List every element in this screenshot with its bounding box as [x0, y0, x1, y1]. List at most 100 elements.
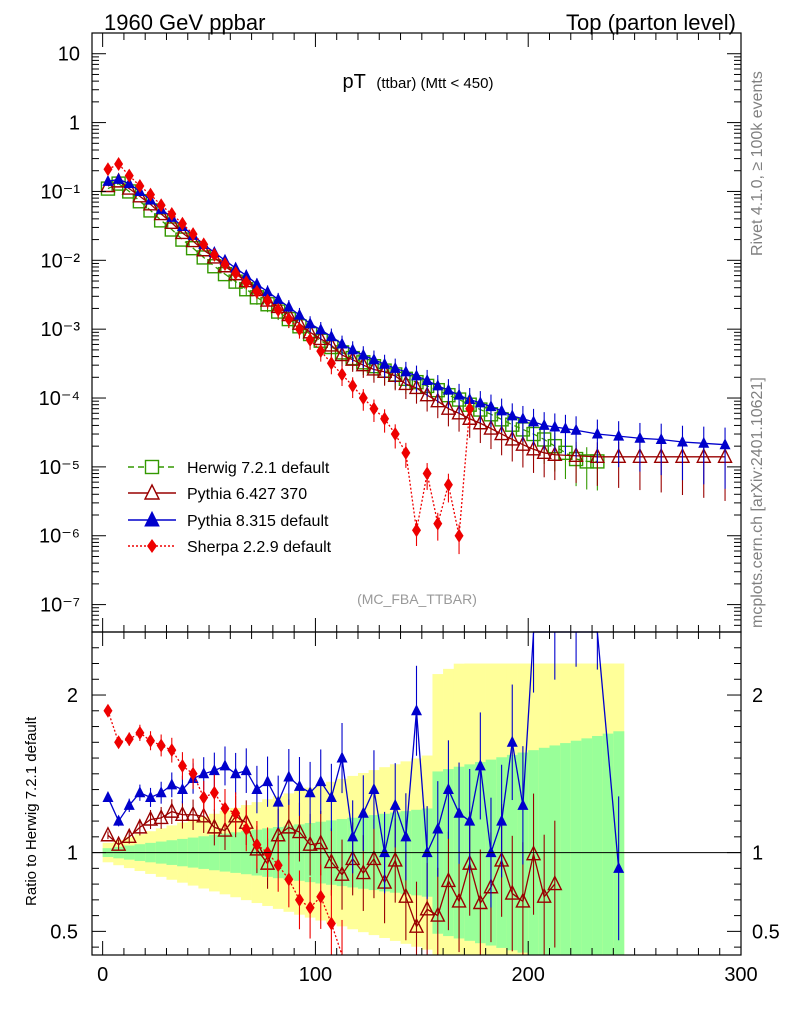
data-point [379, 357, 391, 369]
ratio-point [284, 872, 294, 887]
data-point [591, 427, 603, 439]
ratio-point [357, 806, 369, 818]
data-point [549, 420, 561, 432]
ratio-point [368, 783, 380, 795]
data-point [316, 344, 326, 359]
data-point [185, 232, 201, 248]
ratio-point [206, 818, 222, 834]
x-tick-label: 300 [724, 964, 757, 986]
data-point [358, 391, 368, 406]
data-point [102, 174, 114, 186]
data-point [547, 445, 563, 461]
data-point [568, 446, 584, 462]
data-point [483, 419, 499, 435]
data-point [570, 423, 582, 435]
side-label-upper: Rivet 4.1.0, ≥ 100k events [749, 71, 766, 256]
legend-item-herwig: Herwig 7.2.1 default [128, 459, 330, 477]
ratio-point [132, 818, 148, 834]
ratio-point [525, 845, 542, 861]
ratio-point [208, 764, 220, 776]
ratio-band-green [592, 735, 603, 955]
ratio-point [209, 785, 219, 800]
data-point [465, 401, 475, 416]
ratio-point [453, 806, 465, 818]
ratio-point [305, 900, 315, 915]
data-point [262, 285, 274, 297]
data-point [433, 516, 443, 531]
ratio-point [336, 751, 348, 763]
ratio-point [251, 783, 263, 795]
axes: 0 100 200 300 10 1 10⁻¹ 10⁻² 10⁻³ 10⁻⁴ 10⁻⁵ 10⁻⁶ 10⁻… [39, 32, 780, 986]
ratio-point [262, 775, 274, 787]
ratio-point [315, 775, 327, 787]
legend-marker-herwig [144, 459, 160, 475]
ratio-point [517, 798, 529, 810]
data-point [337, 367, 347, 382]
ratio-point [464, 814, 476, 826]
ratio-point [176, 783, 188, 795]
data-point [528, 415, 540, 427]
ratio-point [134, 786, 146, 798]
ratio-point [304, 786, 316, 798]
ratio-point [547, 875, 563, 891]
series-line-3 [107, 163, 471, 536]
ratio-y-tick-label: 0.5 [50, 921, 78, 943]
main-y-tick-label: 10⁻² [41, 250, 81, 272]
ratio-point [164, 802, 180, 818]
ratio-y-tick-label: 2 [67, 685, 78, 707]
ratio-point [379, 846, 391, 858]
data-point [305, 332, 315, 347]
plot-title-sub: (ttbar) (Mtt < 450) [376, 75, 493, 92]
x-tick-label: 100 [299, 964, 332, 986]
data-point [390, 427, 400, 442]
ratio-point [219, 759, 231, 771]
ratio-y-tick-label-right: 2 [752, 685, 763, 707]
main-y-tick-label: 10⁻³ [41, 319, 81, 341]
legend: Herwig 7.2.1 default Pythia 6.427 370 Py… [128, 459, 332, 556]
legend-item-sherpa: Sherpa 2.2.9 default [128, 539, 332, 556]
data-point [252, 284, 262, 299]
ratio-point [124, 732, 134, 747]
main-y-tick-label: 10⁻⁶ [39, 526, 80, 548]
ratio-point [273, 858, 283, 873]
ratio-point [302, 835, 318, 851]
ratio-point [442, 783, 454, 795]
ratio-point [123, 798, 135, 810]
data-point [538, 418, 550, 430]
data-point [366, 360, 382, 376]
ratio-point [196, 807, 212, 823]
data-point [634, 431, 646, 443]
data-point [380, 411, 390, 426]
data-point [411, 369, 422, 381]
legend-item-pythia6: Pythia 6.427 370 [128, 483, 307, 503]
data-point [719, 438, 731, 450]
x-tick-label: 0 [97, 964, 108, 986]
data-point [103, 162, 113, 177]
data-point [220, 257, 230, 272]
data-point [345, 350, 361, 366]
ratio-point [451, 892, 467, 908]
ratio-point [313, 834, 329, 850]
data-point [655, 432, 667, 444]
data-point [135, 178, 145, 193]
data-point [323, 336, 340, 352]
data-point [199, 237, 209, 252]
ratio-point [506, 735, 518, 747]
data-point [443, 477, 453, 492]
ratio-point [355, 864, 371, 880]
ratio-point [387, 851, 403, 867]
ratio-point [325, 790, 337, 802]
data-point [408, 378, 425, 395]
ratio-point [177, 758, 187, 773]
data-point [389, 361, 401, 373]
data-point [515, 435, 531, 451]
ratio-point [430, 906, 446, 922]
main-y-tick-label: 10⁻⁵ [39, 457, 80, 479]
ratio-point [496, 814, 508, 826]
data-point [421, 373, 433, 385]
data-point [698, 436, 710, 448]
ratio-band-green [560, 743, 572, 955]
legend-marker-pythia8 [144, 510, 160, 527]
ratio-point [220, 801, 230, 816]
ratio-point [536, 887, 552, 903]
